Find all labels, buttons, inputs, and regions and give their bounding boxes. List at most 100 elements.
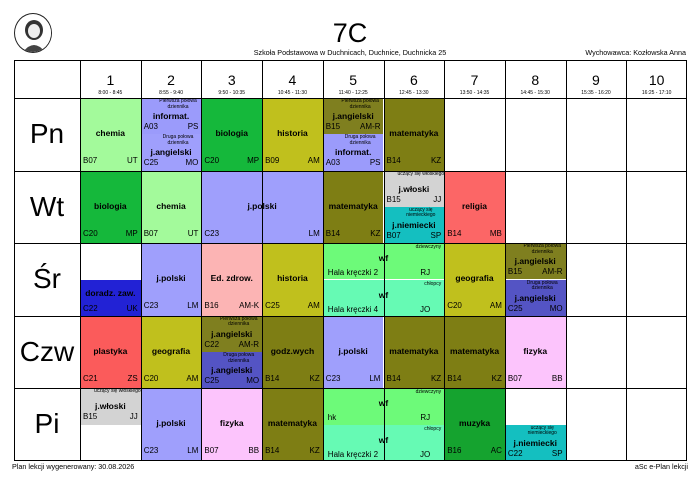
- teacher-code: AM-K: [239, 301, 260, 311]
- period-time: 8:00 - 8:45: [98, 90, 123, 96]
- subject-name: plastyka: [93, 345, 128, 356]
- grid-line: [201, 60, 203, 461]
- teacher-code: MO: [549, 303, 563, 313]
- room-label: C25: [507, 303, 523, 313]
- period-number: 7: [470, 72, 479, 88]
- room-label: B14: [265, 446, 280, 456]
- period-number: 10: [648, 72, 665, 88]
- subject-name: j.angielski: [211, 328, 253, 339]
- lesson-cell[interactable]: Pierwsza połowa dziennika j.angielski B15 A…: [322, 98, 384, 135]
- room-label: B09: [265, 156, 280, 165]
- lesson-cell[interactable]: chemia B07 UT: [80, 98, 141, 171]
- lesson-cell[interactable]: Druga połowa dziennika j.angielski C25 MO: [504, 279, 566, 316]
- teacher-code: UT: [127, 156, 138, 165]
- subject-name: j.polski: [156, 418, 186, 429]
- period-header: 1 8:00 - 8:45: [80, 60, 141, 98]
- lesson-cell[interactable]: matematyka B14 KZ: [322, 170, 384, 244]
- room-label: C21: [83, 373, 98, 383]
- teacher-code: KZ: [430, 156, 442, 165]
- lesson-cell[interactable]: dziewczyny wf hk RJ: [322, 388, 445, 425]
- lesson-cell[interactable]: Druga połowa dziennika informat. A03 PS: [322, 134, 384, 171]
- grid-line: [686, 60, 687, 461]
- lesson-cell[interactable]: j.polski C23 LM: [140, 388, 202, 461]
- room-label: C23: [143, 446, 159, 456]
- period-time: 16:25 - 17:10: [641, 90, 672, 96]
- subject-name: j.niemiecki: [513, 437, 557, 448]
- grid-line: [14, 388, 687, 390]
- subject-name: wf: [323, 290, 444, 300]
- room-label: C23: [143, 301, 159, 311]
- lesson-cell[interactable]: matematyka B14 KZ: [444, 315, 505, 389]
- lesson-cell[interactable]: uczący się niemieckiego j.niemiecki C22 SP: [504, 424, 566, 461]
- lesson-cell[interactable]: j.polski C23 LM: [201, 170, 323, 244]
- subject-name: j.angielski: [514, 256, 556, 267]
- teacher-code: UT: [187, 228, 199, 238]
- lesson-cell[interactable]: muzyka B16 AC: [444, 388, 505, 461]
- teacher-code: AM: [489, 301, 502, 311]
- period-header: 3 9:50 - 10:35: [201, 60, 262, 98]
- group-label: uczący się niemieckiego: [406, 206, 436, 219]
- lesson-cell[interactable]: chłopcy wf Hala kręczki 4 JO: [322, 279, 445, 316]
- lesson-cell[interactable]: plastyka C21 ZS: [80, 315, 141, 389]
- lesson-cell[interactable]: geografia C20 AM: [444, 243, 505, 316]
- lesson-cell[interactable]: uczący się włoskiego j.włoski B15 JJ: [80, 388, 141, 425]
- lesson-cell[interactable]: uczący się włoskiego j.włoski B15 JJ: [383, 170, 445, 207]
- teacher-code: LM: [187, 446, 199, 456]
- lesson-cell[interactable]: dziewczyny wf Hala kręczki 2 RJ: [322, 243, 445, 280]
- school-name: Szkoła Podstawowa w Duchnicach, Duchnice…: [253, 48, 447, 57]
- room-label: B07: [204, 446, 219, 456]
- teacher-code: KZ: [309, 446, 320, 456]
- room-label: C22: [83, 303, 98, 313]
- lesson-cell[interactable]: biologia C20 MP: [80, 170, 141, 244]
- teacher-code: SP: [430, 230, 442, 240]
- lesson-cell[interactable]: historia C25 AM: [262, 243, 323, 316]
- group-label: chłopcy: [424, 425, 442, 432]
- lesson-cell[interactable]: Druga połowa dziennika j.angielski C25 MO: [140, 134, 202, 171]
- lesson-cell[interactable]: chemia B07 UT: [140, 170, 202, 244]
- lesson-cell[interactable]: doradz. zaw. C22 UK: [80, 279, 141, 316]
- lesson-cell[interactable]: geografia C20 AM: [140, 315, 202, 389]
- lesson-cell[interactable]: uczący się niemieckiego j.niemiecki B07 SP: [383, 206, 445, 244]
- period-time: 9:50 - 10:35: [218, 90, 246, 96]
- lesson-cell[interactable]: matematyka B14 KZ: [262, 388, 323, 461]
- lesson-cell[interactable]: godz.wych B14 KZ: [262, 315, 323, 389]
- group-label: Pierwsza połowa dziennika: [159, 98, 197, 110]
- room-label: B15: [83, 412, 98, 422]
- grid-line: [14, 460, 687, 461]
- period-header: 10 16:25 - 17:10: [626, 60, 687, 98]
- lesson-cell[interactable]: fizyka B07 BB: [201, 388, 263, 461]
- lesson-cell[interactable]: j.polski C23 LM: [322, 315, 384, 389]
- lesson-cell[interactable]: religia B14 MB: [444, 170, 505, 244]
- generated-date: Plan lekcji wygenerowany: 30.08.2026: [12, 462, 135, 471]
- grid-line: [565, 60, 567, 461]
- room-label: C25: [265, 301, 280, 311]
- teacher-code: ZS: [127, 373, 138, 383]
- period-number: 6: [409, 72, 418, 88]
- lesson-cell[interactable]: chłopcy wf Hala kręczki 2 JO: [322, 424, 445, 461]
- lesson-cell[interactable]: fizyka B07 BB: [504, 315, 566, 389]
- period-time: 12:45 - 13:30: [399, 90, 429, 96]
- teacher-code: JJ: [433, 194, 442, 204]
- group-label: chłopcy: [424, 280, 442, 287]
- lesson-cell[interactable]: j.polski C23 LM: [140, 243, 202, 316]
- subject-name: biologia: [94, 200, 127, 211]
- subject-name: muzyka: [458, 418, 491, 429]
- lesson-cell[interactable]: biologia C20 MP: [201, 98, 263, 171]
- lesson-cell[interactable]: historia B09 AM: [262, 98, 323, 171]
- period-time: 14:45 - 15:30: [520, 90, 550, 96]
- room-label: B07: [83, 156, 98, 165]
- grid-line: [626, 60, 628, 461]
- lesson-cell[interactable]: matematyka B14 KZ: [383, 98, 445, 171]
- period-number: 5: [349, 72, 358, 88]
- lesson-cell[interactable]: Pierwsza połowa dziennika informat. A03 PS: [140, 98, 202, 135]
- lesson-cell[interactable]: matematyka B14 KZ: [383, 315, 445, 389]
- teacher-code: MP: [247, 156, 260, 165]
- teacher-code: AM: [186, 373, 199, 383]
- teacher-code: AC: [490, 446, 502, 456]
- lesson-cell[interactable]: Pierwsza połowa dziennika j.angielski B15 A…: [504, 243, 566, 280]
- subject-name: j.polski: [338, 345, 368, 356]
- grid-line: [14, 243, 687, 245]
- lesson-cell[interactable]: Druga połowa dziennika j.angielski C25 MO: [201, 352, 263, 389]
- lesson-cell[interactable]: Pierwsza połowa dziennika j.angielski C22 A…: [201, 315, 263, 353]
- lesson-cell[interactable]: Ed. zdrow. B16 AM-K: [201, 243, 263, 316]
